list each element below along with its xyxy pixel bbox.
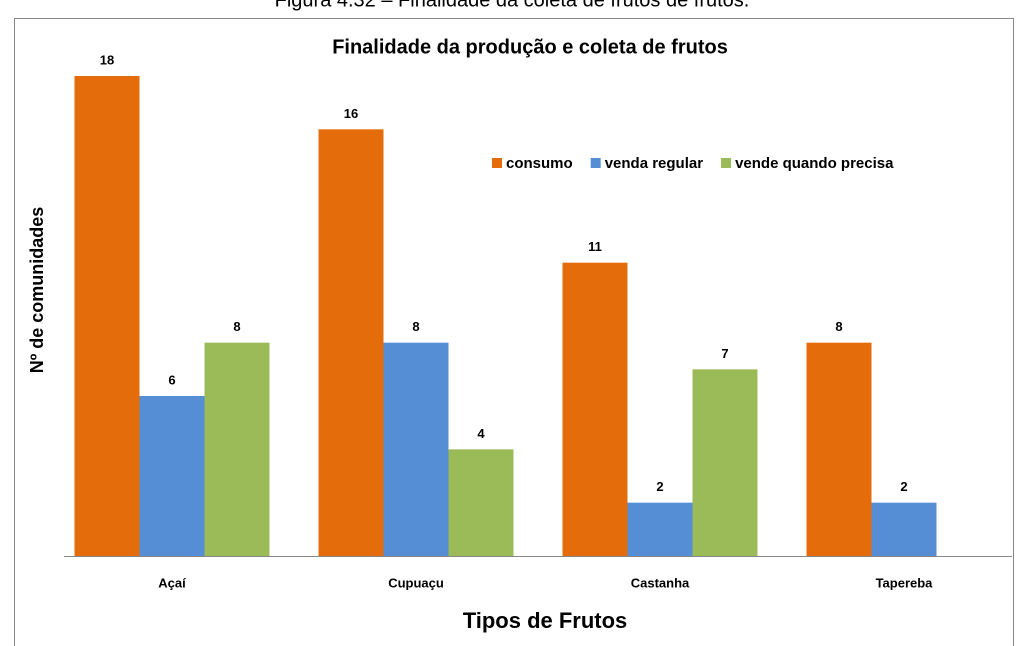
bar	[871, 502, 937, 556]
figure-caption: Figura 4.32 – Finalidade da coleta de fr…	[275, 0, 750, 11]
x-tick-label: Cupuaçu	[388, 575, 444, 590]
data-label: 6	[168, 372, 175, 387]
data-label: 2	[900, 479, 907, 494]
legend-label: consumo	[506, 155, 573, 172]
bar	[74, 76, 140, 556]
bar	[627, 502, 693, 556]
data-label: 8	[412, 319, 419, 334]
data-label: 18	[100, 52, 114, 67]
legend-swatch	[590, 158, 601, 168]
data-label: 7	[721, 346, 728, 361]
legend-swatch	[721, 158, 732, 168]
chart-title: Finalidade da produção e coleta de fruto…	[332, 36, 728, 58]
legend-swatch	[492, 158, 502, 168]
data-label: 8	[835, 319, 842, 334]
bar	[806, 342, 872, 556]
x-tick-label: Castanha	[631, 575, 690, 590]
data-label: 11	[588, 239, 602, 254]
y-axis-title: Nº de comunidades	[27, 207, 47, 374]
bar	[383, 342, 449, 556]
bar	[139, 396, 205, 556]
bar	[448, 449, 514, 556]
data-label: 8	[233, 319, 240, 334]
bar	[692, 369, 758, 556]
bar	[204, 342, 270, 556]
legend-label: venda regular	[605, 155, 704, 172]
bar	[562, 262, 628, 556]
legend-label: vende quando precisa	[735, 155, 894, 172]
bar	[318, 129, 384, 557]
chart-frame	[14, 18, 1014, 646]
x-tick-label: Açaí	[158, 575, 186, 590]
data-label: 2	[656, 479, 663, 494]
data-label: 16	[344, 106, 358, 121]
x-axis-title: Tipos de Frutos	[463, 608, 628, 633]
data-label: 4	[477, 426, 485, 441]
x-tick-label: Tapereba	[876, 575, 934, 590]
